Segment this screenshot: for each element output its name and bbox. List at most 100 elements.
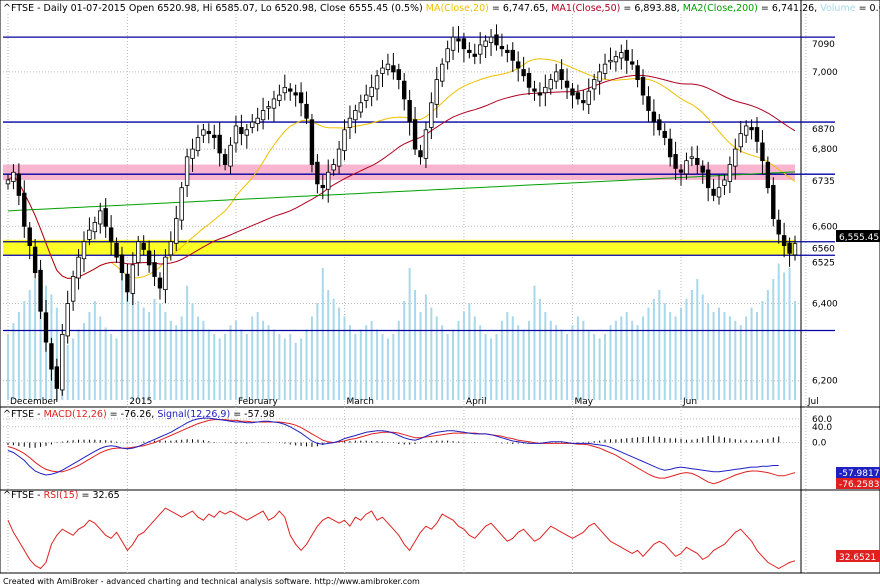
volume-bar — [604, 334, 607, 400]
volume-bar — [240, 329, 243, 400]
candle-body — [722, 179, 727, 186]
candle-body — [222, 154, 228, 165]
volume-bar — [549, 320, 552, 400]
volume-bar — [707, 303, 710, 400]
candle-body — [754, 127, 760, 142]
candle-body — [320, 184, 325, 189]
candle-body — [450, 36, 456, 51]
volume-bar — [625, 312, 628, 400]
volume-bar — [528, 320, 531, 400]
volume-bar — [386, 338, 389, 400]
candle-body — [678, 169, 684, 173]
candle-body — [32, 246, 38, 274]
candle-body — [92, 222, 98, 233]
volume-bar — [93, 301, 96, 400]
volume-bar — [77, 329, 80, 400]
candle-body — [792, 243, 798, 256]
candle-body — [570, 88, 575, 96]
candle-body — [184, 156, 190, 186]
volume-bar — [164, 312, 167, 400]
candle-body — [239, 127, 244, 135]
candle-body — [619, 52, 624, 59]
volume-bar — [490, 338, 493, 400]
signal-last-text: -76.2583 — [839, 480, 879, 490]
rsi-last-label: 32.6521 — [836, 550, 880, 563]
candle-body — [136, 241, 141, 263]
candle-body — [81, 241, 87, 260]
candle-body — [38, 269, 43, 312]
candle-body — [711, 188, 716, 196]
candle-body — [98, 210, 103, 225]
candle-body — [705, 169, 711, 189]
volume-bar — [202, 320, 205, 400]
volume-bar — [332, 298, 335, 400]
volume-bar — [126, 279, 129, 400]
candle-body — [657, 119, 662, 131]
volume-bar — [452, 329, 455, 400]
volume-bar — [34, 279, 37, 400]
volume-bar — [82, 323, 85, 400]
volume-bar — [414, 290, 417, 400]
candle-body — [201, 129, 206, 136]
candle-body — [613, 56, 619, 63]
time-axis-label: Jun — [682, 397, 697, 407]
candle-body — [11, 171, 16, 182]
candle-body — [70, 276, 76, 302]
volume-bar — [794, 301, 796, 400]
candle-body — [228, 144, 233, 167]
candle-body — [336, 148, 342, 167]
volume-bar — [72, 338, 75, 400]
volume-bar — [267, 325, 270, 400]
volume-bar — [756, 312, 759, 400]
volume-bar — [365, 325, 368, 400]
candle-body — [467, 49, 472, 54]
candle-body — [119, 254, 125, 274]
candle-body — [364, 94, 369, 101]
volume-bar — [728, 316, 731, 400]
macd-panel-header: ^FTSE - MACD(12,26) = -76.26, Signal(12,… — [3, 409, 275, 420]
candle-body — [391, 65, 396, 73]
candle-body — [125, 273, 130, 293]
time-axis-label: May — [574, 397, 593, 407]
volume-bar — [370, 320, 373, 400]
header-ma2-value: = 6,741.26, — [758, 3, 820, 14]
macd-header-symbol: ^FTSE — [3, 409, 34, 420]
price-tick-label: 6,600 — [812, 222, 838, 232]
volume-bar — [571, 325, 574, 400]
volume-bar — [207, 329, 210, 400]
volume-bar — [120, 268, 123, 400]
candle-body — [174, 218, 179, 244]
candle-body — [727, 164, 733, 182]
volume-bar — [272, 329, 275, 400]
volume-bar — [245, 334, 248, 400]
signal-header-value: = -57.98 — [230, 409, 275, 420]
volume-bar — [294, 342, 297, 400]
volume-bar — [343, 316, 346, 400]
volume-bar — [538, 298, 541, 400]
time-axis-label: 2015 — [129, 397, 152, 407]
signal-line — [7, 419, 796, 485]
volume-bar — [566, 334, 569, 400]
volume-bar — [229, 325, 232, 400]
volume-bar — [544, 312, 547, 400]
volume-bar — [251, 316, 254, 400]
candle-body — [526, 73, 532, 88]
macd-header-label: MACD(12,26) — [44, 409, 107, 420]
header-ma2-label: MA2(Close,200) — [683, 3, 758, 14]
candle-body — [353, 110, 358, 121]
volume-bar — [772, 279, 775, 400]
candle-body — [776, 219, 781, 235]
candle-body — [255, 117, 260, 125]
candle-body — [16, 173, 22, 196]
candle-body — [700, 165, 705, 173]
volume-bar — [734, 320, 737, 400]
volume-bar — [115, 338, 118, 400]
candle-body — [771, 184, 776, 219]
candle-body — [130, 264, 136, 294]
volume-bar — [169, 320, 172, 400]
candle-body — [738, 133, 743, 148]
volume-bar — [39, 268, 42, 400]
candle-body — [695, 157, 700, 165]
candle-body — [553, 71, 559, 82]
